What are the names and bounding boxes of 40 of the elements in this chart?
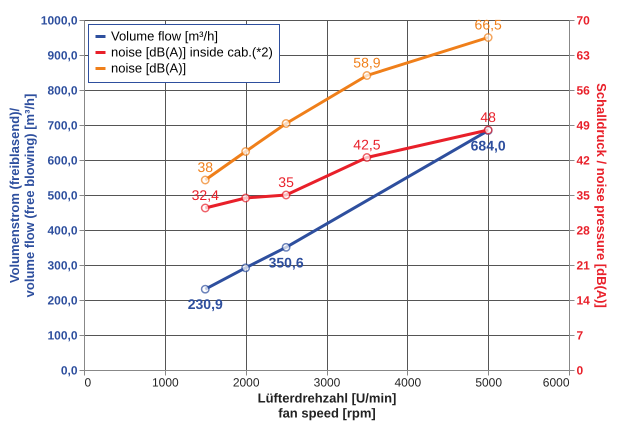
- x-tick-label: 6000: [542, 376, 570, 390]
- data-label: 38: [197, 159, 214, 175]
- y-tick-label: 0,0: [60, 364, 78, 378]
- y2-tick-label: 70: [576, 14, 590, 28]
- x-tick-label: 5000: [475, 376, 502, 390]
- y-tick-label: 200,0: [47, 294, 78, 308]
- legend-label: noise [dB(A)]: [111, 60, 186, 76]
- x-tick-label: 1000: [152, 376, 180, 390]
- y2-tick-label: 28: [576, 224, 590, 238]
- y-tick-label: 500,0: [47, 188, 78, 202]
- y2-tick-label: 63: [576, 48, 590, 62]
- y2-tick-label: 42: [576, 154, 590, 168]
- y-tick-label: 1000,0: [40, 14, 78, 28]
- data-label: 58,9: [353, 54, 381, 70]
- y-axis-title: Volumenstrom (freiblasend)/ volume flow (free blowing) [m³/h]: [6, 94, 37, 298]
- x-tick-label: 3000: [314, 376, 341, 390]
- y-tick-label: 600,0: [47, 154, 78, 168]
- y2-tick-label: 14: [576, 294, 590, 308]
- y-tick-label: 300,0: [47, 258, 78, 272]
- y-tick-label: 900,0: [47, 48, 78, 62]
- y2-tick-label: 35: [576, 188, 590, 202]
- y-tick-label: 800,0: [47, 84, 78, 98]
- x-tick-label: 2000: [232, 376, 260, 390]
- y-tick-label: 100,0: [47, 328, 78, 342]
- y-tick-label: 700,0: [47, 118, 78, 132]
- x-tick-label: 0: [84, 376, 92, 390]
- x-axis-title: Lüfterdrehzahl [U/min] fan speed [rpm]: [258, 390, 396, 420]
- y2-axis-title: Schalldruck / noise pressure [dB(A)]: [594, 83, 609, 308]
- legend-label: Volume flow [m³/h]: [111, 28, 218, 44]
- data-label: 35: [278, 174, 294, 190]
- y2-tick-label: 56: [576, 84, 590, 98]
- data-label: 42,5: [353, 136, 381, 152]
- y2-tick-label: 21: [576, 258, 590, 272]
- data-label: 230,9: [188, 296, 223, 312]
- y2-tick-label: 49: [576, 118, 590, 132]
- y2-tick-label: 0: [576, 364, 584, 378]
- y-tick-label: 400,0: [47, 224, 78, 238]
- x-tick-label: 4000: [394, 376, 422, 390]
- legend-label: noise [dB(A)] inside cab.(*2): [111, 44, 273, 60]
- y2-tick-label: 7: [576, 328, 584, 342]
